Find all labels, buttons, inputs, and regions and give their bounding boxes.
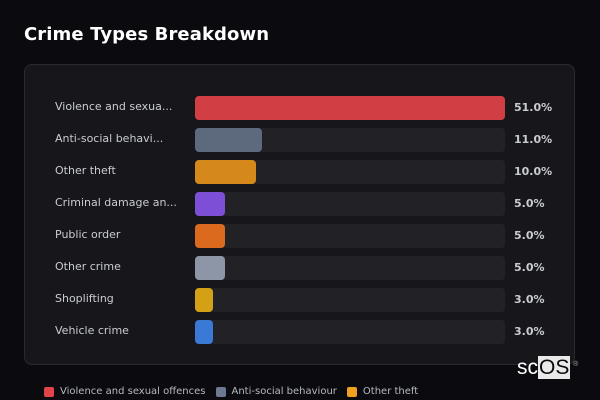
bar[interactable] bbox=[195, 96, 505, 120]
legend-swatch-icon bbox=[215, 386, 226, 397]
bar-row: Shoplifting 3.0% bbox=[25, 288, 574, 312]
bar-track bbox=[195, 256, 505, 280]
bar-label: Other crime bbox=[55, 260, 121, 273]
bar-row: Anti-social behavi... 11.0% bbox=[25, 128, 574, 152]
bar-row: Criminal damage an... 5.0% bbox=[25, 192, 574, 216]
bar-label: Vehicle crime bbox=[55, 324, 129, 337]
chart-legend: Violence and sexual offences Anti-social … bbox=[44, 386, 418, 397]
bar-label: Violence and sexua... bbox=[55, 100, 173, 113]
legend-label: Other theft bbox=[362, 386, 419, 397]
legend-item[interactable]: Other theft bbox=[346, 386, 419, 397]
legend-swatch-icon bbox=[44, 386, 54, 397]
bar-track bbox=[195, 96, 505, 120]
legend-item[interactable]: Anti-social behaviour bbox=[215, 386, 337, 397]
bar-label: Public order bbox=[55, 228, 121, 241]
bar-track bbox=[195, 160, 505, 184]
bar-track bbox=[195, 128, 505, 152]
bar[interactable] bbox=[195, 160, 256, 184]
page-title: Crime Types Breakdown bbox=[24, 24, 270, 45]
bar-row: Vehicle crime 3.0% bbox=[25, 320, 574, 344]
bar[interactable] bbox=[195, 256, 226, 280]
bar-value: 5.0% bbox=[514, 229, 545, 242]
bar-value: 11.0% bbox=[514, 133, 553, 146]
bar-row: Public order 5.0% bbox=[25, 224, 574, 248]
bar[interactable] bbox=[195, 320, 214, 344]
bar-value: 5.0% bbox=[514, 197, 545, 210]
bar-row: Violence and sexua... 51.0% bbox=[25, 96, 574, 120]
bar-track bbox=[195, 320, 505, 344]
bar-row: Other crime 5.0% bbox=[25, 256, 574, 280]
bar-label: Criminal damage an... bbox=[55, 196, 177, 209]
bar-row: Other theft 10.0% bbox=[25, 160, 574, 184]
bar[interactable] bbox=[195, 224, 226, 248]
scos-logo: scOS ® bbox=[517, 356, 578, 379]
bar-track bbox=[195, 224, 505, 248]
bar-track bbox=[195, 288, 505, 312]
logo-prefix: sc bbox=[517, 356, 538, 379]
bar-value: 5.0% bbox=[514, 261, 545, 274]
legend-label: Anti-social behaviour bbox=[231, 386, 337, 397]
bar[interactable] bbox=[195, 288, 214, 312]
logo-highlight: OS bbox=[538, 356, 571, 379]
bar-label: Anti-social behavi... bbox=[55, 132, 164, 145]
legend-item[interactable]: Violence and sexual offences bbox=[44, 386, 206, 397]
bar-track bbox=[195, 192, 505, 216]
bar[interactable] bbox=[195, 192, 226, 216]
bar[interactable] bbox=[195, 128, 262, 152]
bar-value: 3.0% bbox=[514, 325, 545, 338]
legend-swatch-icon bbox=[346, 386, 357, 397]
chart-panel: Violence and sexua... 51.0% Anti-social be… bbox=[24, 64, 575, 365]
bar-label: Other theft bbox=[55, 164, 116, 177]
bar-value: 51.0% bbox=[514, 101, 553, 114]
bar-label: Shoplifting bbox=[55, 292, 114, 305]
registered-mark-icon: ® bbox=[573, 361, 579, 368]
bar-value: 10.0% bbox=[514, 165, 553, 178]
legend-label: Violence and sexual offences bbox=[60, 386, 206, 397]
bar-value: 3.0% bbox=[514, 293, 545, 306]
